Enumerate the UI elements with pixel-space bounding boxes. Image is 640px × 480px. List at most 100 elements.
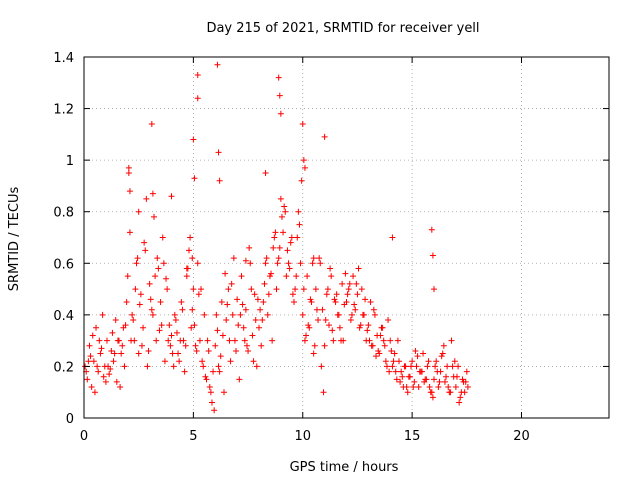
data-point: [298, 177, 305, 184]
data-point: [270, 244, 277, 251]
data-point: [403, 384, 410, 391]
data-point: [216, 177, 223, 184]
data-point: [95, 368, 102, 375]
x-tick-label: 0: [80, 429, 88, 444]
data-point: [108, 347, 115, 354]
data-point: [411, 378, 418, 385]
data-point: [327, 265, 334, 272]
data-point: [224, 301, 231, 308]
data-point: [161, 358, 168, 365]
data-point: [428, 226, 435, 233]
data-point: [350, 273, 357, 280]
data-point: [239, 301, 246, 308]
data-point: [373, 353, 380, 360]
data-point: [410, 384, 417, 391]
data-point: [335, 311, 342, 318]
data-point: [212, 342, 219, 349]
data-point: [159, 234, 166, 241]
data-point: [365, 322, 372, 329]
data-point: [444, 363, 451, 370]
data-point: [310, 350, 317, 357]
data-point: [448, 337, 455, 344]
data-point: [321, 133, 328, 140]
data-point: [346, 280, 353, 287]
data-point: [394, 337, 401, 344]
data-point: [202, 373, 209, 380]
data-point: [146, 280, 153, 287]
data-point: [242, 257, 249, 264]
data-point: [405, 373, 412, 380]
data-point: [276, 92, 283, 99]
data-point: [102, 378, 109, 385]
data-point: [168, 193, 175, 200]
data-point: [459, 376, 466, 383]
data-point: [282, 208, 289, 215]
data-point: [254, 296, 261, 303]
data-point: [112, 317, 119, 324]
data-point: [353, 280, 360, 287]
data-point: [452, 384, 459, 391]
data-point: [152, 273, 159, 280]
data-point: [252, 317, 259, 324]
data-point: [449, 363, 456, 370]
data-point: [148, 306, 155, 313]
data-point: [111, 350, 118, 357]
data-point: [464, 384, 471, 391]
data-point: [149, 190, 156, 197]
data-point: [154, 255, 161, 262]
data-point: [193, 347, 200, 354]
data-point: [134, 255, 141, 262]
data-point: [359, 311, 366, 318]
data-point: [192, 342, 199, 349]
data-point: [367, 298, 374, 305]
data-point: [151, 213, 157, 220]
data-point: [303, 332, 310, 339]
data-point: [117, 384, 124, 391]
data-point: [132, 286, 139, 293]
data-point: [138, 342, 145, 349]
y-tick-label: 0.2: [53, 360, 74, 375]
data-point: [416, 368, 423, 375]
x-axis-label: GPS time / hours: [290, 460, 399, 475]
data-point: [157, 298, 164, 305]
data-point: [167, 342, 174, 349]
data-point: [123, 298, 130, 305]
data-point: [247, 260, 254, 267]
y-tick-label: 1.4: [53, 51, 74, 66]
data-point: [391, 350, 398, 357]
data-point: [210, 368, 217, 375]
data-point: [321, 342, 328, 349]
data-point: [275, 74, 282, 81]
data-point: [390, 358, 397, 365]
data-point: [457, 394, 464, 401]
data-point: [249, 332, 256, 339]
data-point: [291, 298, 297, 305]
data-point: [200, 363, 207, 370]
data-point: [393, 376, 400, 383]
data-point: [116, 337, 122, 344]
data-point: [261, 280, 268, 287]
data-point: [286, 265, 293, 272]
data-point: [339, 280, 346, 287]
data-point: [225, 286, 232, 293]
data-point: [277, 110, 284, 117]
data-point: [278, 213, 285, 220]
data-point: [441, 378, 448, 385]
data-point: [168, 332, 175, 339]
data-point: [160, 260, 167, 267]
data-point: [382, 358, 389, 365]
data-point: [285, 260, 292, 267]
data-point: [228, 280, 235, 287]
data-point: [218, 298, 225, 305]
data-point: [301, 337, 308, 344]
data-point: [357, 322, 364, 329]
data-point: [273, 286, 280, 293]
data-point: [235, 322, 242, 329]
data-point: [257, 306, 264, 313]
data-point: [324, 286, 331, 293]
data-point: [99, 311, 106, 318]
data-point: [438, 353, 445, 360]
data-point: [389, 234, 396, 241]
data-point: [155, 265, 162, 272]
